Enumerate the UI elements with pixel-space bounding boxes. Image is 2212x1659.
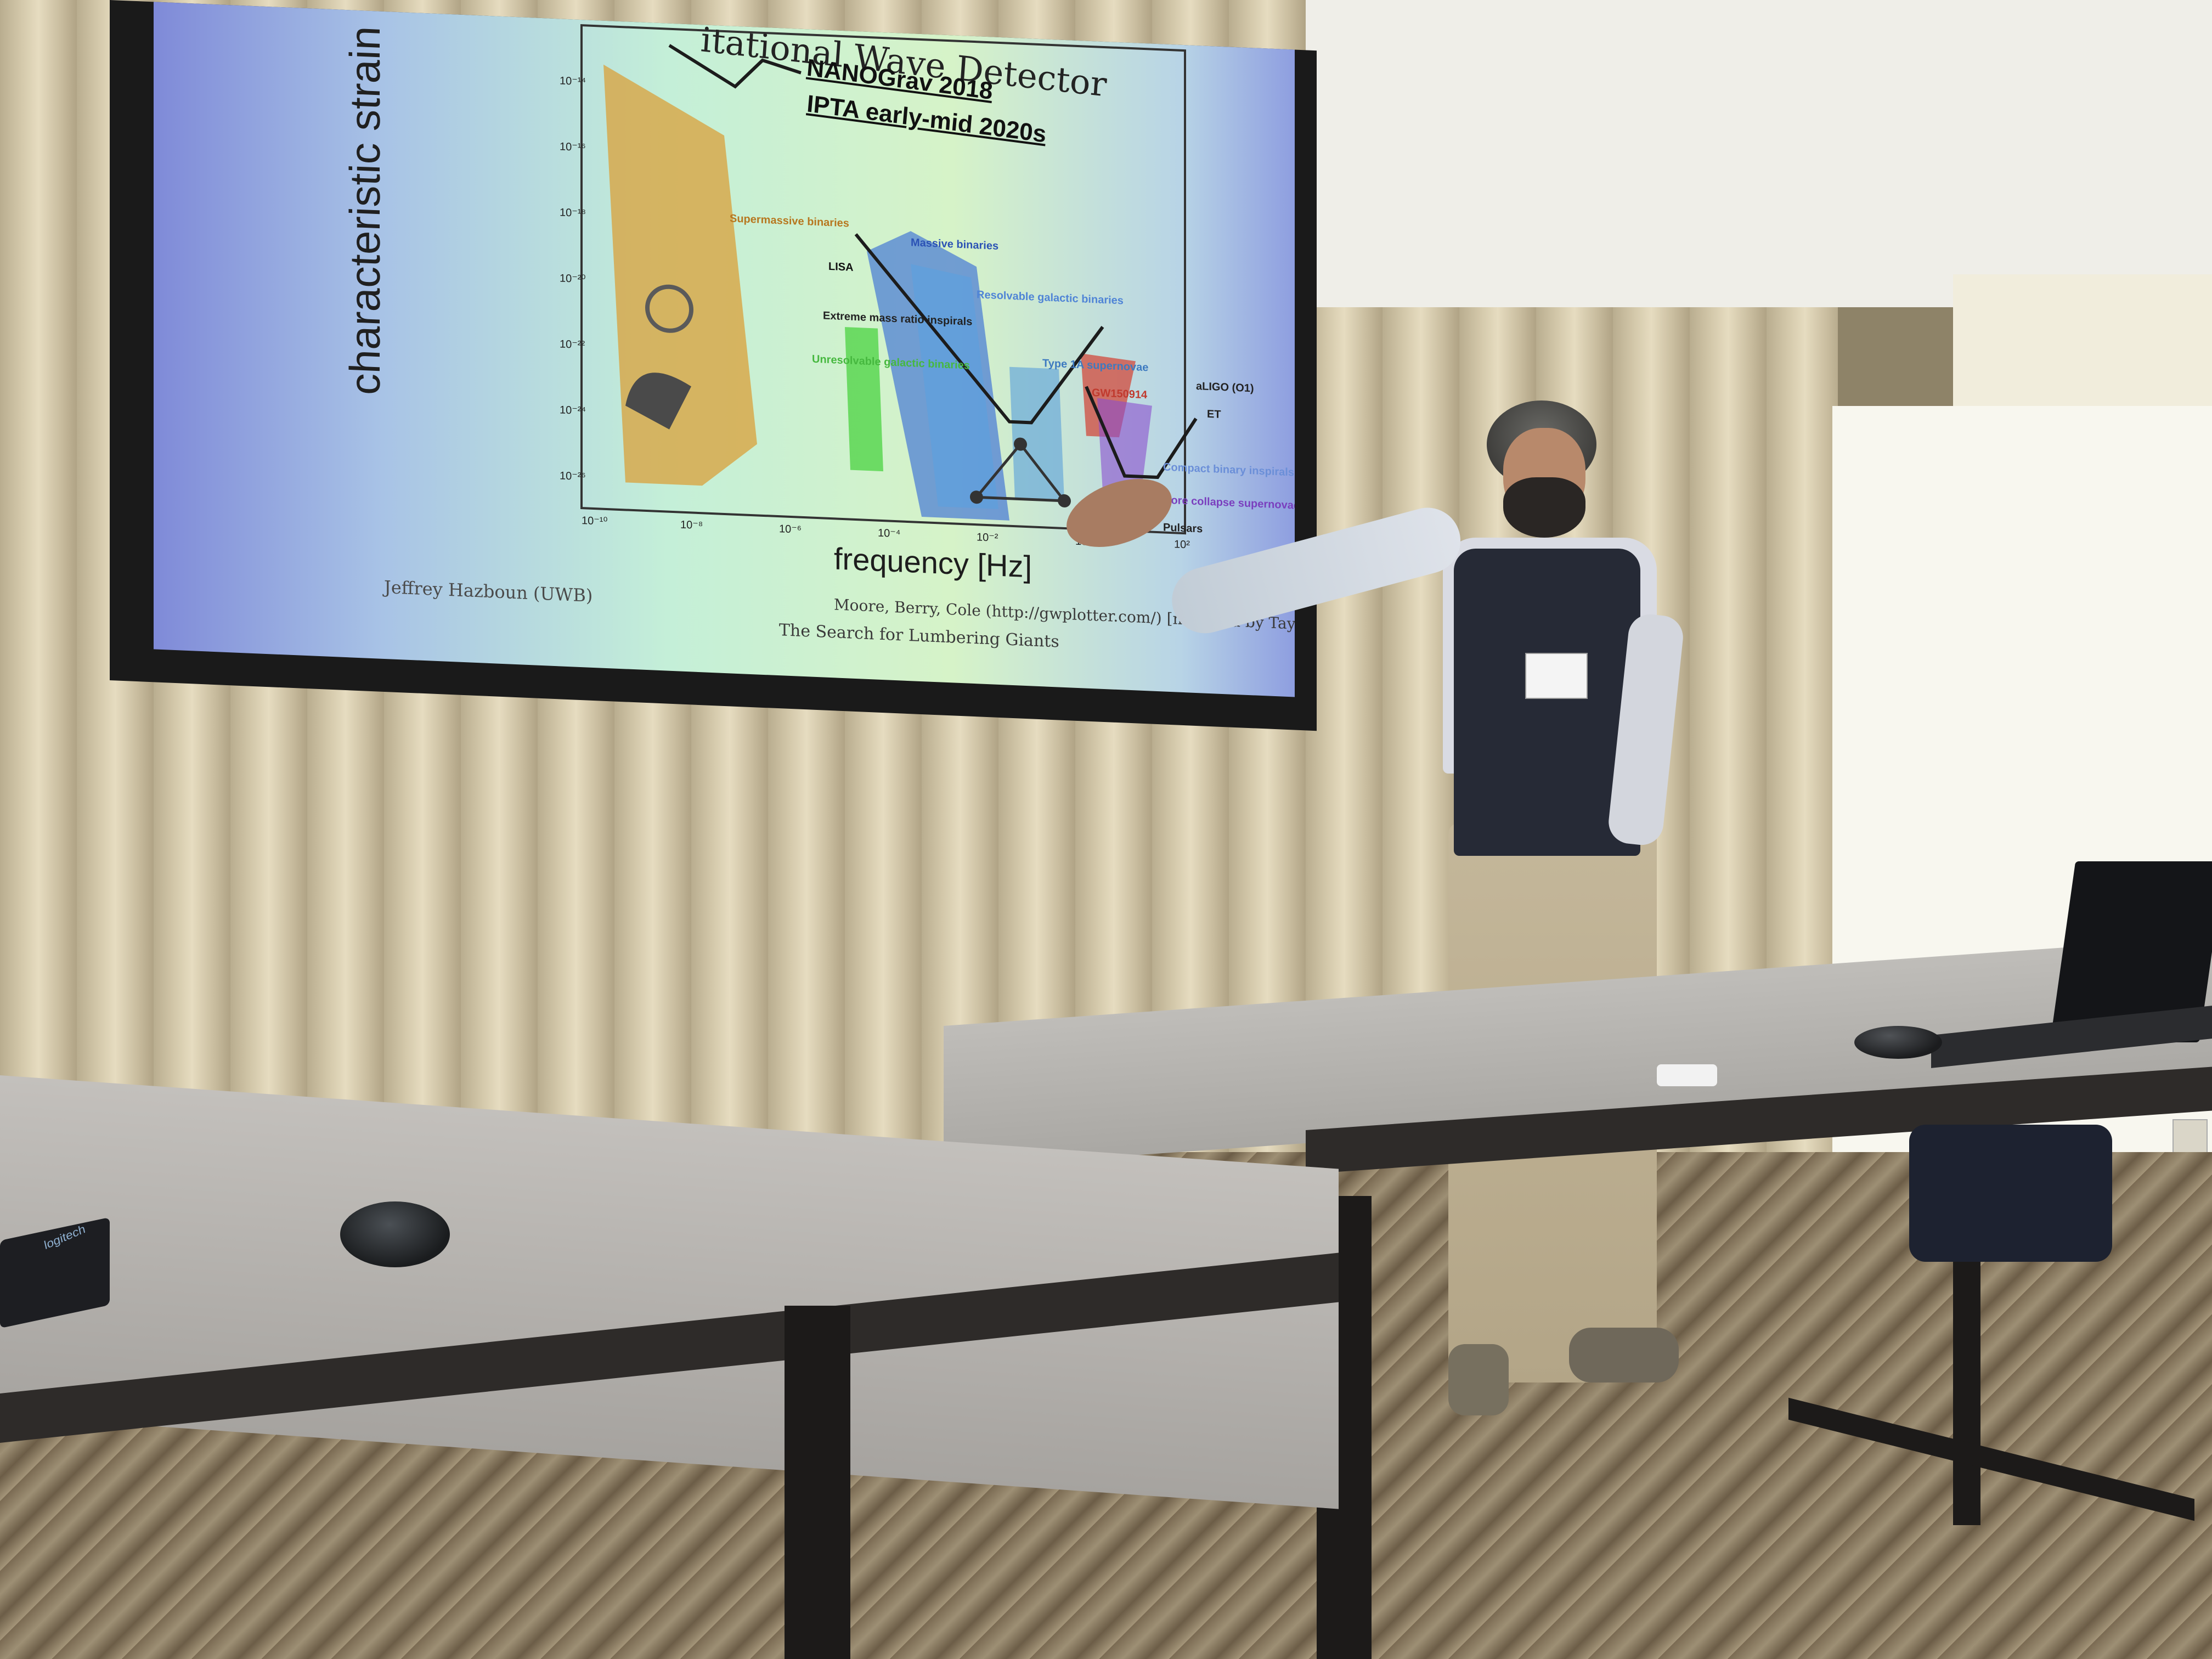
presenter-shoe-left <box>1448 1344 1509 1415</box>
y-tick: 10⁻²⁶ <box>560 470 586 483</box>
y-tick: 10⁻¹⁴ <box>560 75 586 88</box>
x-tick: 10⁻⁸ <box>680 518 703 532</box>
x-tick: 10⁻¹⁰ <box>582 515 608 528</box>
y-tick: 10⁻¹⁸ <box>560 206 586 220</box>
label-aligo: aLIGO (O1) <box>1196 380 1254 395</box>
presenter-vest <box>1454 549 1640 856</box>
mouse-left <box>340 1201 450 1267</box>
projection-screen: itational Wave Detector characteristic s… <box>110 0 1317 731</box>
x-tick: 10⁻⁶ <box>779 523 802 536</box>
laptop-bag <box>1909 1125 2112 1262</box>
slide: itational Wave Detector characteristic s… <box>154 2 1295 697</box>
binary-dot-3 <box>1058 494 1071 507</box>
label-gw150914: GW150914 <box>1092 387 1148 402</box>
region-supermassive <box>603 64 757 486</box>
region-resolvable <box>911 264 998 509</box>
radio-dish-icon <box>625 373 691 430</box>
name-badge <box>1525 653 1588 699</box>
mouse-right <box>1854 1026 1942 1059</box>
y-tick: 10⁻²² <box>560 338 585 352</box>
presenter-beard <box>1503 477 1585 538</box>
presenter-shoe-right <box>1569 1328 1679 1383</box>
plot-frame <box>580 24 1186 535</box>
binary-dot-2 <box>1014 437 1027 451</box>
binary-dot-1 <box>970 490 983 504</box>
usb-adapter <box>1657 1064 1717 1086</box>
x-tick: 10² <box>1174 538 1190 551</box>
y-tick: 10⁻²⁴ <box>560 404 586 417</box>
region-core-collapse <box>1097 398 1152 493</box>
galaxy-icon <box>645 284 693 333</box>
ceiling <box>1306 0 2212 307</box>
label-lisa: LISA <box>828 260 854 274</box>
table-left-leg <box>785 1306 850 1659</box>
y-tick: 10⁻¹⁶ <box>560 140 586 154</box>
x-tick: 10⁻⁴ <box>878 527 901 540</box>
y-axis-label: characteristic strain <box>341 25 389 396</box>
region-unresolvable <box>845 327 883 472</box>
region-type1a <box>1009 366 1064 501</box>
nanograv-curve <box>668 44 802 89</box>
slide-plot <box>580 24 1198 535</box>
aligo-curve <box>1085 386 1198 479</box>
label-pulsars: Pulsars <box>1163 521 1203 535</box>
presenter <box>1057 384 1734 1426</box>
y-tick: 10⁻²⁰ <box>560 272 586 286</box>
lisa-curve <box>854 233 1104 425</box>
label-et: ET <box>1207 408 1221 421</box>
binary-diagram <box>975 442 1068 503</box>
x-tick: 10⁻² <box>977 531 998 544</box>
